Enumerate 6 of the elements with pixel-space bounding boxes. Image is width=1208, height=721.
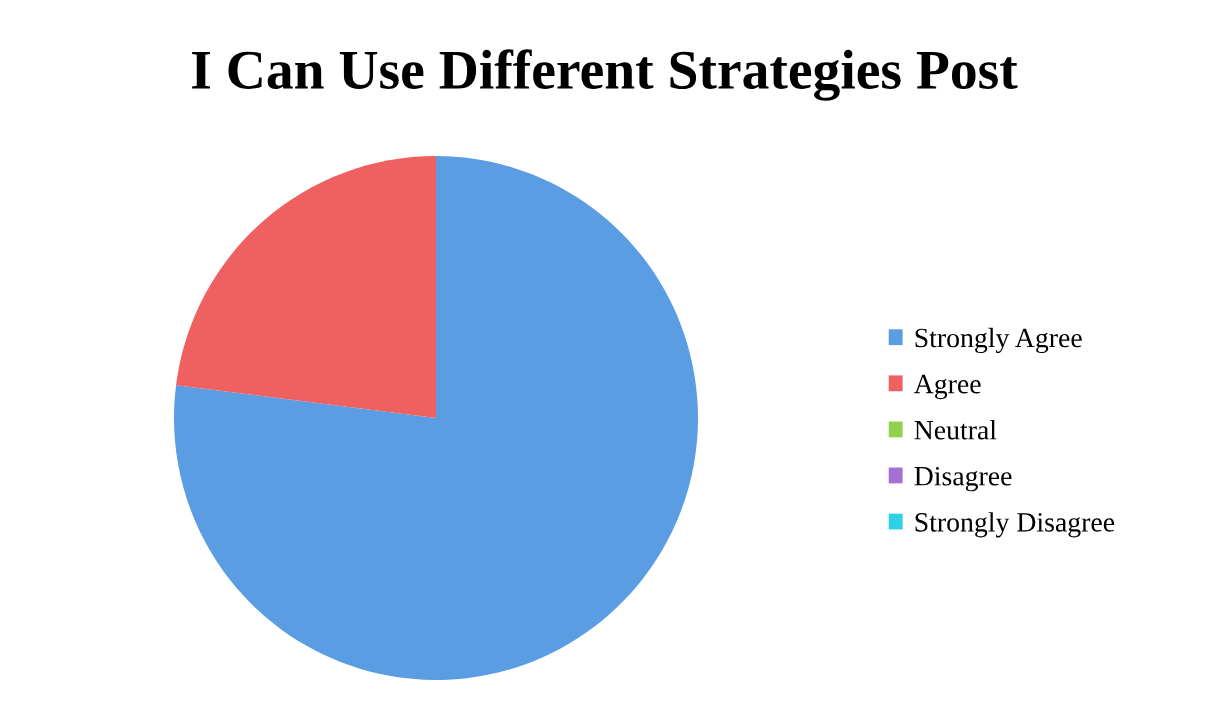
legend-label: Neutral [914, 420, 997, 440]
legend-label: Disagree [914, 466, 1012, 492]
chart-title: I Can Use Different Strategies Post [192, 49, 1018, 101]
legend-label: Strongly Disagree [915, 512, 1115, 538]
legend-label: Agree [913, 374, 981, 400]
legend-label: Strongly Agree [915, 327, 1082, 354]
